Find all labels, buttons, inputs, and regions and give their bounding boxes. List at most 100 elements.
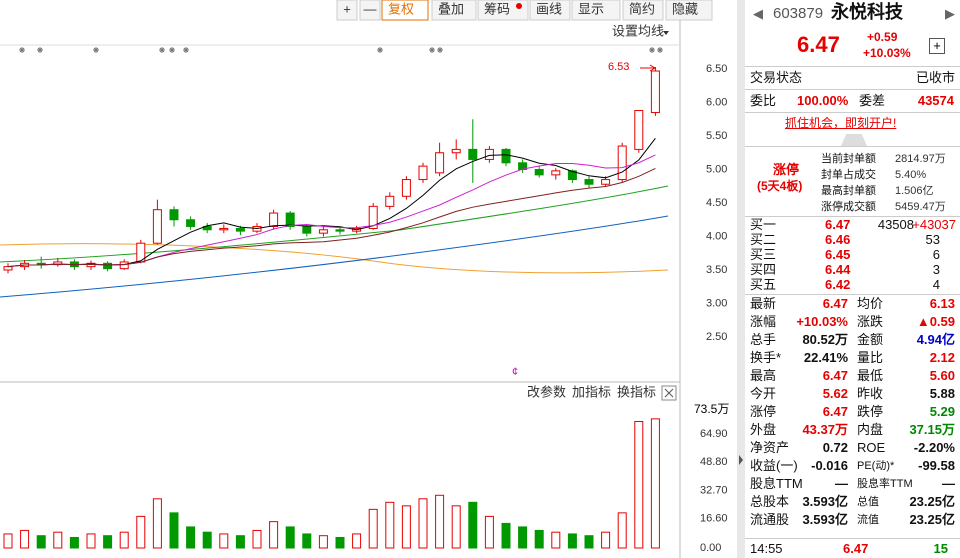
- price-tick: 5.50: [706, 130, 727, 142]
- stat-value: 3.593亿: [802, 494, 848, 509]
- candle-body: [551, 170, 561, 176]
- limit-value: 5459.47万: [895, 201, 946, 213]
- toolbar-button[interactable]: [336, 0, 358, 21]
- volume-bar: [534, 529, 544, 549]
- limit-value: 5.40%: [895, 169, 927, 181]
- change: +0.59: [867, 30, 898, 44]
- price-tick: 3.50: [706, 264, 727, 276]
- star-marker: [159, 47, 165, 53]
- price: 6.47: [797, 32, 840, 57]
- ma-long: [0, 243, 669, 274]
- volume-tick: 73.5万: [694, 402, 729, 416]
- candle-body: [119, 261, 129, 270]
- book-volume: 3: [932, 262, 940, 277]
- toolbar-button[interactable]: [571, 0, 621, 21]
- book-change: +43037: [912, 217, 956, 232]
- toolbar-button[interactable]: [359, 0, 381, 21]
- candle-body: [650, 70, 660, 114]
- price-tick: 2.50: [706, 331, 727, 343]
- stat-value: 22.41%: [803, 350, 848, 365]
- ma-long: [0, 185, 669, 263]
- event-icon[interactable]: ¢: [512, 366, 518, 378]
- star-marker: [657, 47, 663, 53]
- stat-label: 最低: [857, 368, 884, 383]
- toolbar-button[interactable]: [431, 0, 477, 21]
- toolbar-button[interactable]: [381, 0, 429, 21]
- toolbar-button[interactable]: [529, 0, 571, 21]
- candle-body: [368, 205, 378, 229]
- price-tick: 5.00: [706, 163, 727, 175]
- ma-setting[interactable]: 设置均线: [612, 23, 664, 38]
- indicator-button[interactable]: 加指标: [572, 384, 611, 399]
- volume-bar: [36, 535, 46, 549]
- toolbar-button[interactable]: [477, 0, 529, 21]
- book-price: 6.46: [825, 232, 851, 247]
- stat-value: -2.20%: [913, 440, 955, 455]
- candle-body: [501, 148, 511, 164]
- volume-bar: [401, 505, 411, 549]
- divider: [745, 146, 960, 147]
- volume-bar: [3, 533, 13, 549]
- banner[interactable]: 抓住机会，即刻开户!: [785, 116, 897, 130]
- volume-bar: [86, 533, 96, 549]
- limit-label: 最高封单额: [821, 185, 876, 197]
- toolbar-label: —: [364, 1, 377, 16]
- candle-body: [103, 262, 113, 270]
- volume-bar: [468, 501, 478, 549]
- stat-value: 0.72: [822, 440, 848, 455]
- toolbar-button[interactable]: [665, 0, 713, 21]
- back-arrow[interactable]: ◀: [753, 6, 763, 21]
- stat-value: -99.58: [918, 458, 955, 473]
- splitter[interactable]: [737, 0, 745, 558]
- stat-label: 昨收: [857, 386, 884, 401]
- stat-value: +10.03%: [796, 314, 848, 329]
- fwd-arrow[interactable]: ▶: [945, 6, 955, 21]
- toolbar-button[interactable]: [622, 0, 664, 21]
- candle-body: [617, 145, 627, 181]
- volume-bar: [152, 498, 162, 549]
- star-marker: [19, 47, 25, 53]
- indicator-button[interactable]: 换指标: [617, 384, 656, 399]
- volume-bar: [20, 529, 30, 549]
- stat-label: 涨停: [750, 404, 777, 419]
- value: 100.00%: [797, 93, 849, 108]
- candle-body: [484, 148, 494, 160]
- tab: [841, 134, 867, 146]
- limit-label: 涨停成交额: [821, 201, 876, 213]
- indicator-button[interactable]: 改参数: [527, 384, 566, 399]
- book-volume: 53: [925, 232, 940, 247]
- stat-value: 5.29: [929, 404, 955, 419]
- candle-body: [534, 169, 544, 176]
- high-note: 6.53: [608, 61, 629, 73]
- volume-bar: [418, 498, 428, 549]
- star-marker: [93, 47, 99, 53]
- candle-body: [3, 266, 13, 271]
- stat-value: 6.47: [822, 368, 848, 383]
- volume-bar: [435, 494, 445, 549]
- volume-bar: [335, 536, 345, 549]
- stat-value: ▲0.59: [916, 314, 955, 329]
- toolbar-label: +: [343, 1, 351, 16]
- add-button[interactable]: +: [929, 38, 945, 54]
- stat-label: 收益(一): [750, 458, 798, 473]
- volume-tick: 0.00: [700, 542, 721, 554]
- candle-body: [219, 227, 229, 231]
- stat-label: ROE: [857, 440, 886, 455]
- pct: +10.03%: [863, 46, 911, 60]
- stat-label: 最高: [750, 368, 777, 383]
- tick-volume: 15: [933, 541, 948, 556]
- divider: [745, 294, 960, 295]
- stat-label: 涨幅: [750, 314, 777, 329]
- tick-time: 14:55: [750, 541, 783, 556]
- stat-label: 跌停: [857, 404, 884, 419]
- volume-bar: [202, 531, 212, 549]
- book-label: 买三: [750, 247, 777, 262]
- star-marker: [169, 47, 175, 53]
- stat-value: —: [835, 476, 848, 491]
- stat-label: 总手: [750, 332, 777, 347]
- limit-value: 2814.97万: [895, 153, 946, 165]
- tick-price: 6.47: [843, 541, 869, 556]
- candle-body: [468, 148, 478, 160]
- label: 委差: [859, 93, 886, 108]
- stat-label: 涨跌: [857, 314, 884, 329]
